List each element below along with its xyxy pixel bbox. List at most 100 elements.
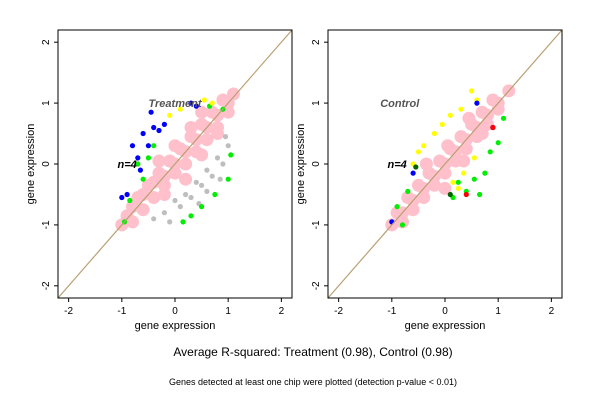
treatment-point-bulk-13 bbox=[131, 191, 145, 204]
treatment-y-tick-label-0: 0 bbox=[41, 161, 52, 167]
control-point-yellow-9 bbox=[415, 149, 421, 155]
treatment-point-blue-1 bbox=[151, 124, 157, 131]
control-point-yellow-8 bbox=[471, 155, 477, 161]
treatment-point-grey-10 bbox=[209, 173, 215, 179]
treatment-point-grey-6 bbox=[161, 210, 167, 216]
treatment-point-grey-8 bbox=[188, 194, 194, 201]
control-x-tick-label--1: -1 bbox=[387, 306, 396, 317]
control-x-tick-label-2: 2 bbox=[549, 306, 555, 317]
control-point-green-11 bbox=[500, 115, 507, 121]
treatment-y-tick-label-1: 1 bbox=[41, 100, 52, 106]
control-point-green-2 bbox=[477, 191, 483, 198]
figure-caption: Average R-squared: Treatment (0.98), Con… bbox=[173, 345, 452, 359]
treatment-y-axis-label: gene expression bbox=[25, 124, 37, 205]
control-n-label: n=4 bbox=[388, 159, 407, 171]
treatment-point-grey-12 bbox=[204, 188, 210, 194]
control-point-yellow-1 bbox=[431, 130, 437, 137]
treatment-x-tick-label-1: 1 bbox=[225, 306, 231, 317]
treatment-point-green-5 bbox=[212, 191, 218, 198]
treatment-point-bulk-37 bbox=[179, 172, 193, 186]
treatment-point-bulk-24 bbox=[147, 191, 161, 204]
treatment-point-grey-14 bbox=[151, 216, 157, 222]
treatment-point-blue-6 bbox=[135, 155, 141, 161]
treatment-point-bulk-26 bbox=[168, 166, 182, 180]
treatment-point-bulk-23 bbox=[136, 203, 150, 217]
treatment-point-blue-4 bbox=[156, 127, 162, 134]
treatment-y-tick-label--2: -2 bbox=[41, 281, 52, 290]
treatment-point-bulk-33 bbox=[168, 139, 182, 153]
control-point-darkgreen-1 bbox=[413, 164, 419, 170]
treatment-point-green-8 bbox=[180, 219, 186, 225]
control-x-tick-label-1: 1 bbox=[495, 306, 501, 317]
treatment-point-bulk-38 bbox=[195, 148, 209, 162]
treatment-point-bulk-16 bbox=[163, 154, 177, 168]
control-panel-title: Control bbox=[380, 98, 420, 110]
control-point-bulk-13 bbox=[401, 191, 415, 204]
control-point-bulk-37 bbox=[475, 127, 489, 140]
treatment-point-bulk-22 bbox=[126, 215, 139, 229]
control-point-bulk-18 bbox=[454, 130, 468, 144]
treatment-x-tick-label-2: 2 bbox=[279, 306, 285, 317]
treatment-point-blue-7 bbox=[124, 191, 130, 198]
treatment-point-grey-3 bbox=[204, 167, 210, 173]
treatment-point-bulk-19 bbox=[195, 117, 209, 131]
control-y-tick-label--1: -1 bbox=[311, 220, 322, 229]
treatment-point-blue-12 bbox=[193, 103, 199, 109]
control-x-axis-label: gene expression bbox=[405, 320, 486, 332]
treatment-point-bulk-27 bbox=[179, 157, 193, 171]
treatment-x-tick-label-0: 0 bbox=[172, 306, 178, 317]
treatment-point-grey-9 bbox=[199, 182, 205, 188]
treatment-point-grey-11 bbox=[220, 161, 226, 167]
treatment-point-bulk-29 bbox=[200, 133, 214, 147]
control-point-bulk-31 bbox=[491, 102, 505, 116]
treatment-point-bulk-20 bbox=[205, 105, 219, 119]
treatment-point-grey-5 bbox=[225, 143, 231, 149]
treatment-point-bulk-36 bbox=[157, 188, 171, 201]
control-point-green-3 bbox=[455, 179, 461, 185]
treatment-point-bulk-14 bbox=[141, 178, 155, 192]
control-point-green-0 bbox=[394, 204, 400, 210]
treatment-point-green-7 bbox=[228, 152, 234, 158]
treatment-point-blue-11 bbox=[119, 194, 125, 201]
control-point-bulk-33 bbox=[441, 139, 455, 153]
treatment-point-green-6 bbox=[225, 176, 231, 182]
treatment-y-tick-label-2: 2 bbox=[41, 39, 52, 45]
treatment-point-grey-17 bbox=[167, 219, 173, 225]
treatment-point-blue-3 bbox=[145, 143, 151, 149]
control-point-darkgreen-0 bbox=[447, 191, 453, 198]
treatment-x-axis-label: gene expression bbox=[135, 320, 216, 332]
treatment-panel-title: Treatment bbox=[149, 98, 203, 110]
control-point-bulk-35 bbox=[438, 181, 452, 195]
treatment-point-bulk-18 bbox=[184, 130, 198, 144]
control-y-tick-label--2: -2 bbox=[311, 281, 322, 290]
control-point-blue-2 bbox=[474, 100, 480, 106]
figure-footnote: Genes detected at least one chip were pl… bbox=[169, 377, 457, 387]
control-point-bulk-20 bbox=[475, 105, 489, 119]
control-point-bulk-22 bbox=[396, 215, 409, 229]
treatment-point-blue-10 bbox=[137, 167, 143, 173]
control-x-tick-label-0: 0 bbox=[442, 306, 448, 317]
treatment-point-bulk-32 bbox=[152, 154, 166, 168]
control-point-bulk-28 bbox=[459, 142, 473, 156]
treatment-y-tick-label--1: -1 bbox=[41, 220, 52, 229]
control-point-yellow-3 bbox=[458, 106, 464, 112]
treatment-point-yellow-3 bbox=[167, 112, 173, 118]
treatment-point-bulk-21 bbox=[216, 93, 230, 107]
treatment-point-blue-5 bbox=[148, 109, 154, 115]
treatment-point-green-2 bbox=[127, 197, 133, 204]
control-point-green-5 bbox=[495, 140, 501, 146]
control-point-bulk-26 bbox=[438, 166, 452, 180]
control-point-bulk-23 bbox=[406, 203, 420, 217]
treatment-x-tick-label--1: -1 bbox=[117, 306, 126, 317]
control-point-green-6 bbox=[487, 149, 493, 155]
control-reference-line bbox=[328, 30, 562, 298]
treatment-point-green-13 bbox=[151, 143, 157, 149]
control-point-yellow-12 bbox=[455, 185, 461, 191]
treatment-reference-line bbox=[58, 30, 292, 298]
control-point-yellow-2 bbox=[447, 112, 453, 118]
treatment-point-green-0 bbox=[135, 161, 141, 167]
control-point-red-0 bbox=[490, 124, 496, 131]
control-point-yellow-11 bbox=[439, 121, 445, 127]
treatment-point-green-4 bbox=[199, 204, 205, 210]
